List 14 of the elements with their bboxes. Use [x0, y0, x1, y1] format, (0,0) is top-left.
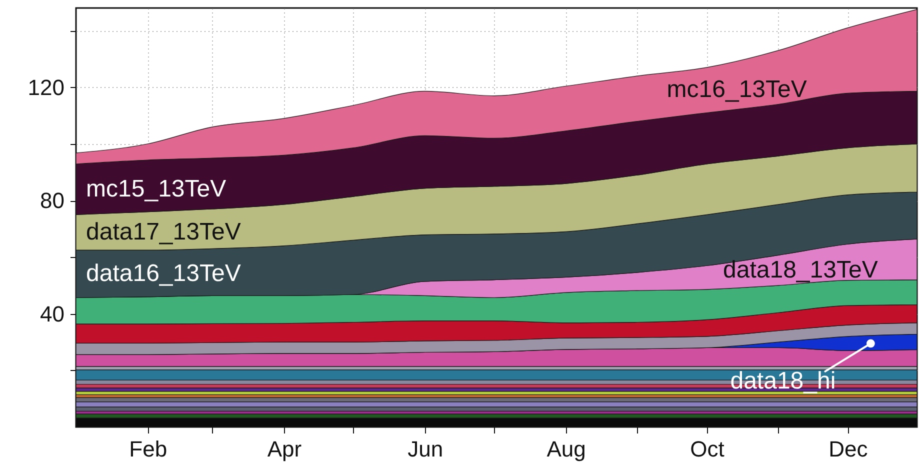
x-tick-label: Aug	[546, 436, 586, 462]
x-tick-label: Jun	[408, 436, 444, 462]
y-tick-label: 40	[40, 301, 64, 326]
series-label: data18_13TeV	[723, 256, 878, 284]
series-label: data17_13TeV	[86, 218, 241, 246]
x-tick-label: Oct	[690, 436, 724, 462]
x-tick-label: Feb	[129, 436, 168, 462]
x-tick-label: Dec	[828, 436, 868, 462]
y-tick-label: 120	[28, 74, 64, 100]
series-label: data16_13TeV	[86, 260, 241, 287]
x-tick-label: Apr	[267, 436, 302, 462]
series-label: mc15_13TeV	[86, 175, 226, 202]
y-tick-label: 80	[40, 188, 64, 214]
series-label: mc16_13TeV	[666, 76, 807, 104]
